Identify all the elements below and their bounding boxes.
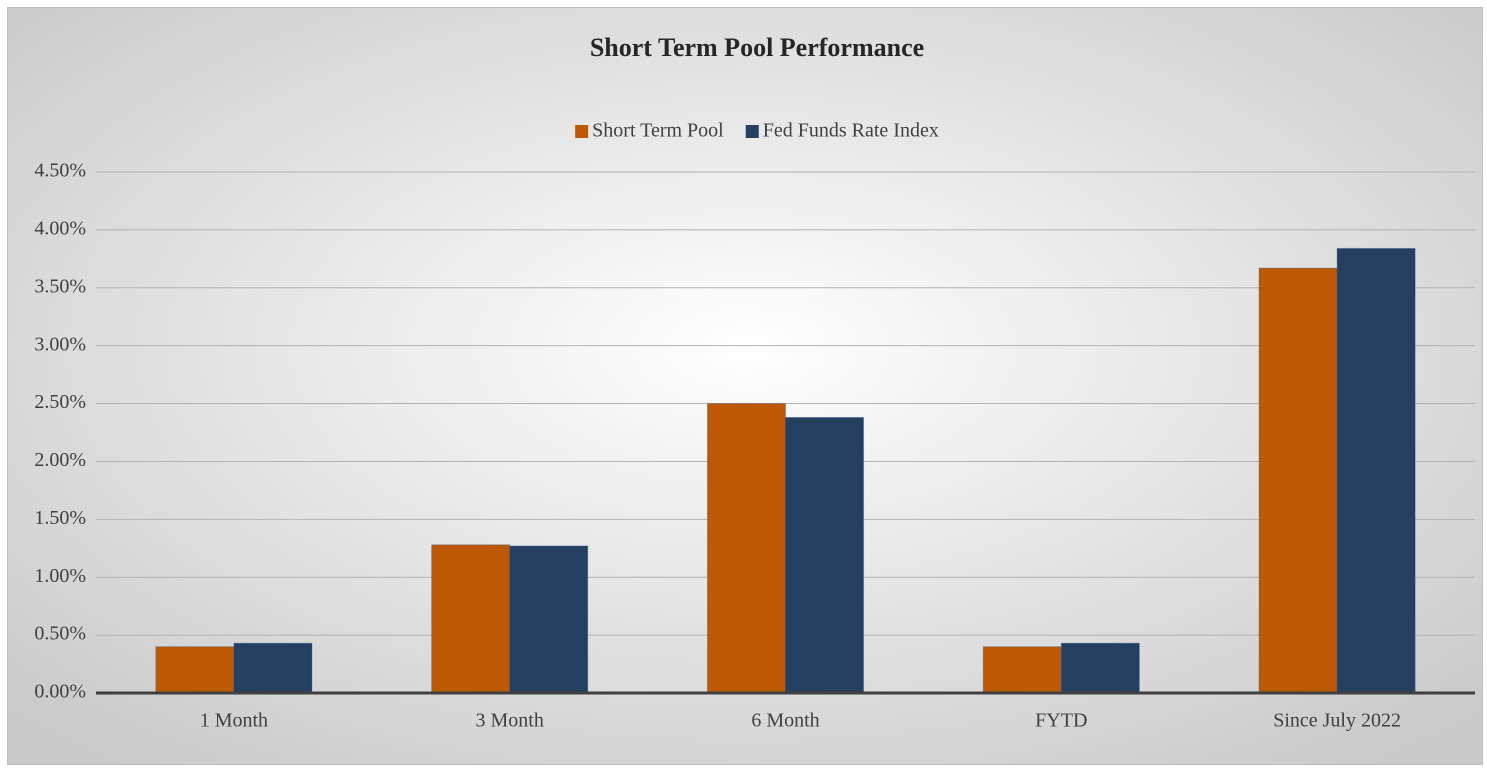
bar (1336, 247, 1416, 694)
bar (233, 642, 313, 694)
y-tick-label: 3.50% (34, 275, 86, 297)
bar (155, 646, 235, 694)
bar (785, 416, 865, 694)
bar (509, 545, 589, 694)
bar (706, 403, 787, 694)
y-tick-label: 1.00% (34, 565, 86, 587)
legend-swatch (575, 125, 589, 138)
y-tick-label: 4.50% (34, 160, 86, 182)
x-tick-label: Since July 2022 (1273, 710, 1401, 732)
x-tick-label: FYTD (1035, 710, 1087, 732)
y-tick-label: 0.00% (34, 681, 86, 703)
legend-swatch (745, 125, 759, 138)
y-tick-label: 0.50% (34, 623, 86, 645)
bar (1060, 642, 1140, 694)
legend-label: Fed Funds Rate Index (763, 120, 939, 142)
bar (982, 646, 1062, 694)
y-tick-label: 2.00% (34, 449, 86, 471)
y-tick-label: 3.00% (34, 333, 86, 355)
x-tick-label: 1 Month (200, 710, 268, 732)
x-tick-label: 6 Month (751, 710, 819, 732)
y-tick-label: 1.50% (34, 507, 86, 529)
y-tick-label: 4.00% (34, 217, 86, 239)
bar (431, 544, 511, 694)
y-tick-label: 2.50% (34, 391, 86, 413)
bar (1258, 267, 1338, 694)
x-tick-label: 3 Month (476, 710, 544, 732)
chart-title: Short Term Pool Performance (590, 33, 924, 62)
legend-label: Short Term Pool (592, 120, 724, 142)
